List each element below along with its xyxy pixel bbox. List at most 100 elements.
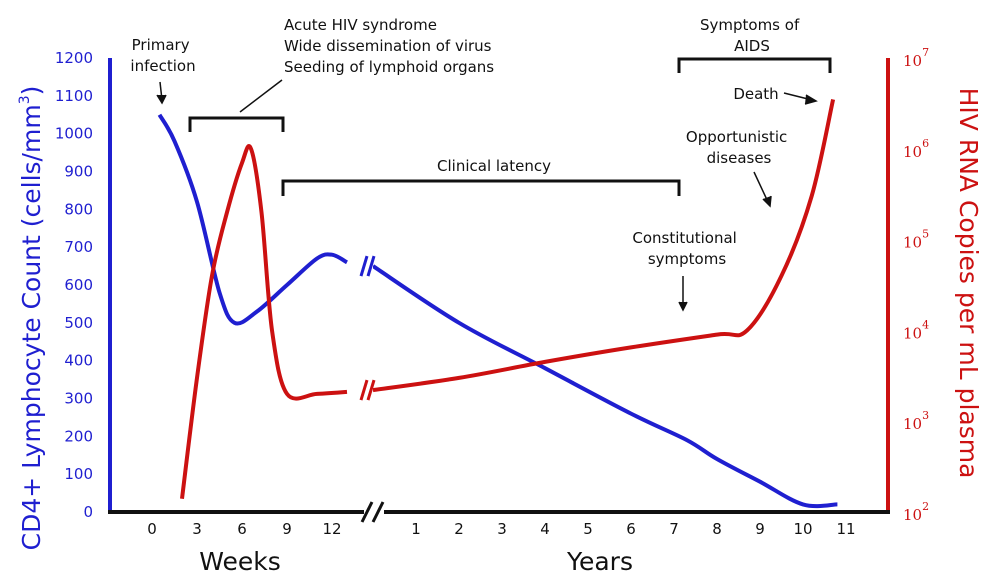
symptoms-aids-line-2: AIDS: [734, 37, 770, 55]
x-axis-title-weeks: Weeks: [199, 547, 281, 576]
right-tick-base: 10: [903, 52, 922, 70]
right-tick-exponent: 7: [922, 46, 929, 59]
right-tick-base: 10: [903, 324, 922, 342]
rna-series-break-gap: [363, 380, 373, 401]
week-tick-label: 3: [192, 520, 202, 538]
symptoms-aids-line-1: Symptoms of: [700, 16, 800, 34]
opportunistic-arrow: [753, 171, 769, 203]
right-tick-exponent: 3: [922, 409, 929, 422]
left-axis-title-main: CD4+ Lymphocyte Count (cells/mm: [17, 104, 46, 550]
primary-infection-line-2: infection: [130, 57, 195, 75]
right-tick-exponent: 6: [922, 137, 929, 150]
week-tick-label: 0: [147, 520, 157, 538]
rna-series-years-line: [372, 98, 836, 393]
aids-bracket: [677, 57, 832, 73]
right-tick-exponent: 5: [922, 228, 929, 241]
acute-bracket: [188, 116, 285, 132]
x-axis-ticks: 0 3 6 9 12 1 2 3 4 5 6 7 8 9 10 11: [147, 520, 855, 538]
right-axis-title: HIV RNA Copies per mL plasma: [954, 88, 983, 479]
opportunistic-line-2: diseases: [707, 149, 772, 167]
week-tick-label: 6: [237, 520, 247, 538]
acute-line-1: Acute HIV syndrome: [284, 16, 437, 34]
year-tick-label: 3: [497, 520, 507, 538]
year-tick-label: 5: [583, 520, 593, 538]
left-tick-label: 700: [64, 238, 93, 256]
right-tick-label: 107: [903, 46, 929, 70]
left-tick-label: 500: [64, 314, 93, 332]
rna-series-weeks-line: [180, 144, 348, 499]
constitutional-line-1: Constitutional: [632, 229, 737, 247]
series-layer: [157, 98, 838, 509]
left-tick-label: 1100: [55, 87, 93, 105]
left-tick-label: 200: [64, 427, 93, 445]
left-axis-title-superscript: 3: [17, 95, 33, 104]
year-tick-label: 11: [836, 520, 855, 538]
right-tick-base: 10: [903, 506, 922, 524]
year-tick-label: 1: [411, 520, 421, 538]
left-tick-label: 800: [64, 200, 93, 218]
opportunistic-arrowhead: [762, 195, 772, 208]
x-break-slash: [371, 501, 385, 523]
rna-series-break-slash: [359, 379, 369, 401]
cd4-series-break-slash: [366, 255, 376, 277]
right-tick-label: 102: [903, 500, 929, 524]
year-tick-label: 9: [755, 520, 765, 538]
year-tick-label: 10: [793, 520, 812, 538]
cd4-series-break-slash: [359, 255, 369, 277]
rna-series-break-slash: [366, 379, 376, 401]
acute-line-2: Wide dissemination of virus: [284, 37, 492, 55]
left-tick-label: 1200: [55, 49, 93, 67]
opportunistic-label: Opportunistic diseases: [686, 128, 792, 167]
right-tick-exponent: 2: [922, 500, 929, 513]
x-break-slash: [360, 501, 374, 523]
week-tick-label: 9: [282, 520, 292, 538]
left-axis-title-end: ): [17, 86, 46, 96]
opportunistic-line-1: Opportunistic: [686, 128, 787, 146]
constitutional-label: Constitutional symptoms: [632, 229, 741, 268]
left-tick-label: 1000: [55, 125, 93, 143]
left-tick-label: 0: [83, 503, 93, 521]
year-tick-label: 6: [626, 520, 636, 538]
right-tick-base: 10: [903, 143, 922, 161]
primary-infection-label: Primary infection: [130, 36, 195, 75]
year-tick-label: 8: [712, 520, 722, 538]
right-tick-exponent: 4: [922, 318, 929, 331]
left-tick-label: 400: [64, 352, 93, 370]
year-tick-label: 2: [454, 520, 464, 538]
clinical-latency-label: Clinical latency: [437, 157, 551, 175]
left-tick-label: 600: [64, 276, 93, 294]
cd4-series-years-line: [371, 264, 838, 509]
arrows: [156, 81, 818, 312]
left-axis-title: CD4+ Lymphocyte Count (cells/mm3): [17, 86, 46, 551]
left-tick-label: 300: [64, 390, 93, 408]
left-tick-label: 100: [64, 465, 93, 483]
acute-pointer-line: [239, 79, 283, 113]
left-tick-label: 900: [64, 163, 93, 181]
left-axis-ticks: 0 100 200 300 400 500 600 700 800 900 1000 1100 1200: [55, 49, 93, 521]
primary-infection-line-1: Primary: [132, 36, 190, 54]
week-tick-label: 12: [322, 520, 341, 538]
x-axis-break: [360, 501, 385, 523]
right-tick-label: 106: [903, 137, 929, 161]
right-tick-base: 10: [903, 234, 922, 252]
constitutional-line-2: symptoms: [648, 250, 726, 268]
right-tick-label: 105: [903, 228, 929, 252]
symptoms-aids-label: Symptoms of AIDS: [700, 16, 804, 55]
right-tick-label: 104: [903, 318, 929, 342]
constitutional-arrowhead: [678, 301, 688, 312]
primary-infection-arrowhead: [156, 94, 167, 105]
cd4-series-weeks-line: [157, 113, 348, 326]
death-arrowhead: [804, 94, 818, 105]
year-tick-label: 4: [540, 520, 550, 538]
clinical-latency-bracket: [281, 179, 681, 196]
cd4-series-break-gap: [363, 256, 373, 277]
acute-line-3: Seeding of lymphoid organs: [284, 58, 494, 76]
x-axis-title-years: Years: [566, 547, 633, 576]
death-label: Death: [733, 85, 778, 103]
year-tick-label: 7: [669, 520, 679, 538]
right-tick-label: 103: [903, 409, 929, 433]
right-tick-base: 10: [903, 415, 922, 433]
